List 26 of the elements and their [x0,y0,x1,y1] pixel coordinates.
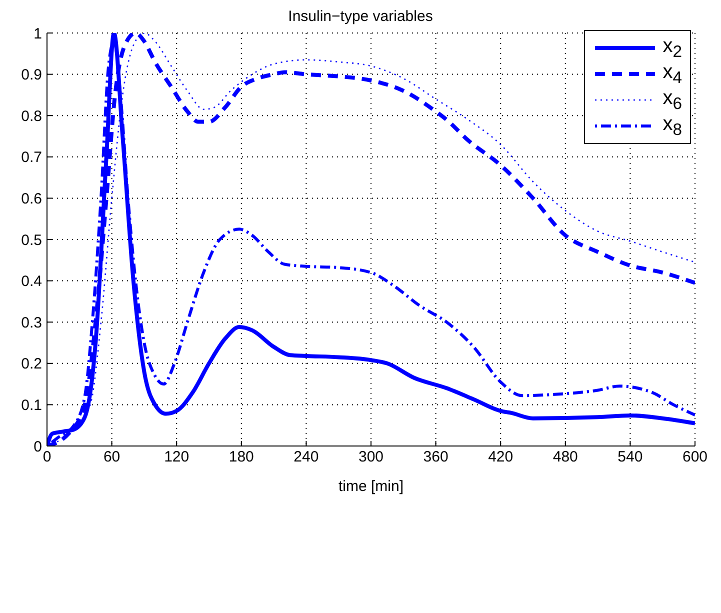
y-tick-label: 0.9 [21,66,42,84]
y-tick-label: 0.4 [21,273,42,290]
x-tick-label: 300 [358,448,384,466]
y-tick-label: 0.5 [21,232,42,249]
y-tick-label: 0.2 [21,356,42,373]
y-tick-label: 0.6 [21,190,42,208]
x-tick-label: 240 [294,448,319,466]
y-tick-label: 0.3 [21,314,42,332]
x-axis-title: time [min] [338,478,404,495]
x-tick-label: 600 [682,448,708,466]
x-tick-label: 540 [618,448,643,466]
x-tick-label: 480 [552,448,578,466]
legend-label: x$_{6}$ [662,86,682,112]
legend-label: x$_{2}$ [662,34,682,60]
x-tick-label: 180 [228,448,254,466]
x-tick-label: 360 [423,448,448,466]
x-tick-label: 120 [164,448,190,466]
y-tick-label: 0.7 [21,149,42,166]
x-tick-label: 420 [488,448,514,466]
y-tick-label: 1 [34,25,42,42]
y-tick-label: 0.8 [21,108,42,125]
y-tick-label: 0.1 [21,397,42,414]
x-tick-label: 60 [103,448,120,466]
legend-label: x$_{4}$ [662,60,682,86]
chart-title: Insulin−type variables [287,8,434,25]
legend-label: x$_{8}$ [662,112,682,138]
